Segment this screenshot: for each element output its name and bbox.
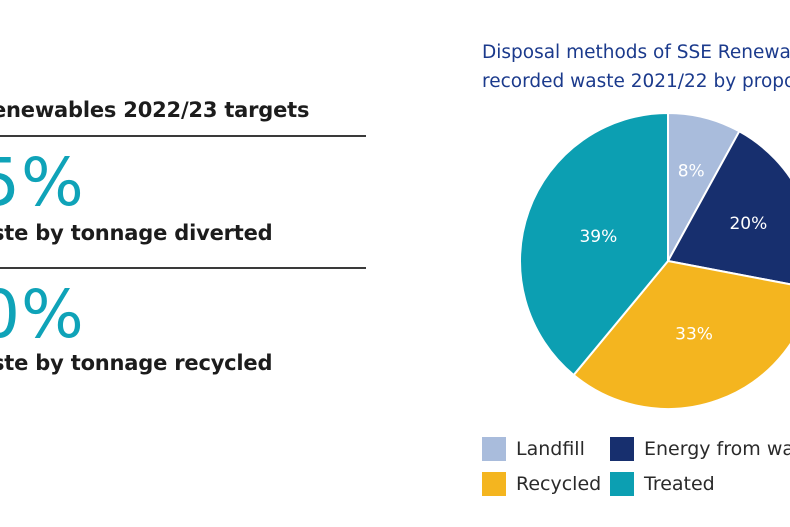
chart-title: Disposal methods of SSE Renewa recorded … [482, 38, 790, 96]
legend-swatch-energy [610, 437, 634, 461]
pie-label-recycled: 33% [675, 324, 713, 344]
pie-slice-energy [666, 129, 790, 286]
legend-item-landfill: Landfill [482, 437, 585, 461]
pie-label-treated: 39% [579, 227, 617, 247]
legend-label-treated: Treated [644, 473, 715, 495]
target-desc-diverted: ste by tonnage diverted [0, 221, 273, 245]
target-desc-recycled: ste by tonnage recycled [0, 351, 273, 375]
targets-panel: enewables 2022/23 targets 5% ste by tonn… [0, 0, 370, 527]
legend-item-treated: Treated [610, 472, 715, 496]
legend-label-landfill: Landfill [516, 438, 585, 460]
pie-slice-treated [519, 111, 669, 377]
targets-heading: enewables 2022/23 targets [0, 98, 310, 122]
legend-swatch-treated [610, 472, 634, 496]
target-value-recycled: 0% [0, 276, 85, 353]
divider-top [0, 135, 366, 137]
legend-label-recycled: Recycled [516, 473, 602, 495]
chart-title-line2: recorded waste 2021/22 by propo [482, 71, 790, 92]
chart-title-line1: Disposal methods of SSE Renewa [482, 42, 790, 63]
legend-label-energy: Energy from was [644, 438, 790, 460]
pie-label-landfill: 8% [678, 162, 705, 182]
legend-swatch-landfill [482, 437, 506, 461]
pie-label-energy: 20% [729, 214, 767, 234]
legend-swatch-recycled [482, 472, 506, 496]
divider-middle [0, 267, 366, 269]
chart-legend: Landfill Energy from was Recycled Treate… [482, 437, 790, 507]
legend-item-recycled: Recycled [482, 472, 601, 496]
pie-slice-recycled [572, 259, 790, 410]
legend-item-energy: Energy from was [610, 437, 790, 461]
target-value-diverted: 5% [0, 144, 85, 221]
